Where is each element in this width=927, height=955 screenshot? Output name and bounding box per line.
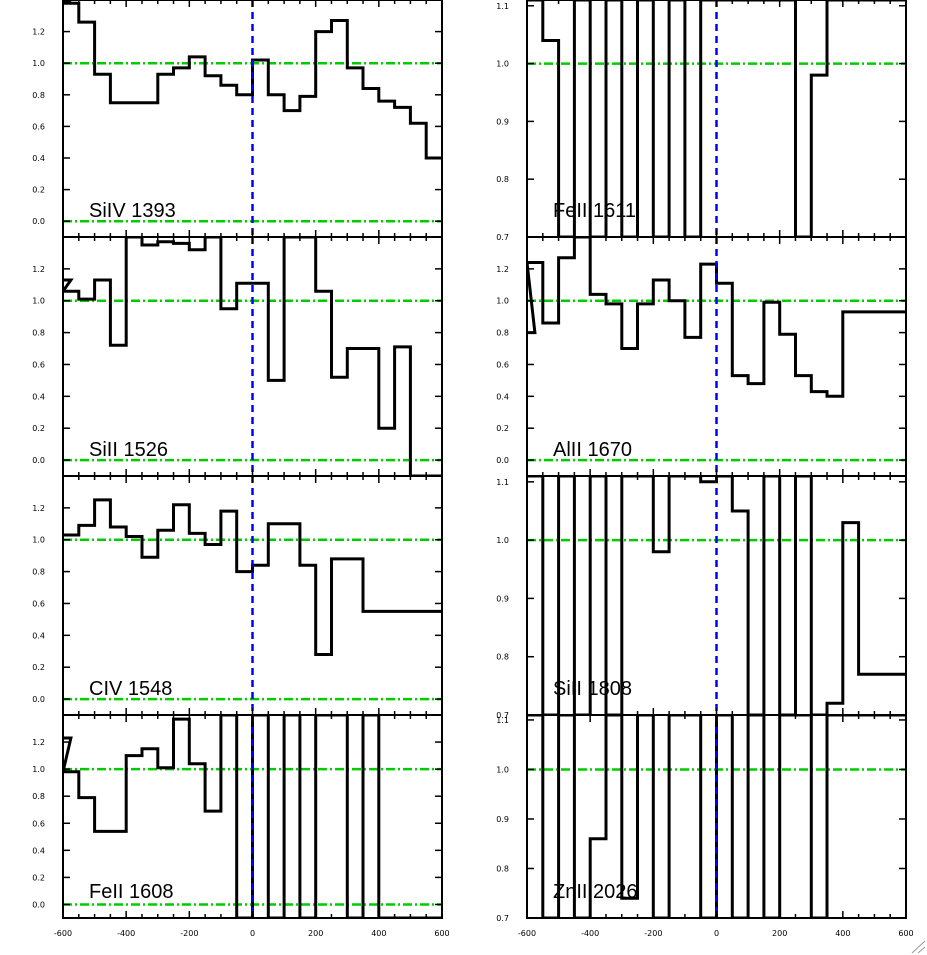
y-tick-label: 1.2 xyxy=(496,265,509,274)
resize-corner-mark xyxy=(911,940,926,954)
x-tick-label: -200 xyxy=(644,929,662,938)
y-tick-label: 0.4 xyxy=(32,154,45,163)
y-tick-label: 1.1 xyxy=(496,716,509,725)
panel-title: FeII 1608 xyxy=(89,881,174,903)
y-tick-label: 0.8 xyxy=(32,568,45,577)
y-tick-label: 0.2 xyxy=(496,424,509,433)
panel-znii-2026: 0.7 0.8 0.9 1.0 1.1 -600 -400 -200 0 200 400 600 ZnI… xyxy=(496,714,914,938)
y-tick-label: 1.0 xyxy=(32,765,45,774)
resize-corner-mark xyxy=(917,946,926,954)
panel-title: SiII 1526 xyxy=(89,439,168,461)
y-tick-label: 0.7 xyxy=(496,711,509,720)
panel-title: AlII 1670 xyxy=(553,439,632,461)
x-tick-label: -400 xyxy=(581,929,599,938)
y-tick-label: 0.4 xyxy=(496,392,509,401)
panel-title: SiIV 1393 xyxy=(89,200,176,222)
y-tick-label: 0.8 xyxy=(32,329,45,338)
y-tick-label: 0.8 xyxy=(32,91,45,100)
panel-feii-1611: 0.7 0.8 0.9 1.0 1.1 FeII 1611 xyxy=(496,0,907,242)
y-tick-label: 1.2 xyxy=(32,28,45,37)
y-tick-label: 1.0 xyxy=(496,297,509,306)
y-tick-label: 0.9 xyxy=(496,815,509,824)
y-tick-label: 0.6 xyxy=(32,122,45,131)
y-tick-label: 1.0 xyxy=(32,59,45,68)
x-tick-label: -400 xyxy=(117,929,135,938)
panel-title: ZnII 2026 xyxy=(553,881,638,903)
y-tick-label: 0.9 xyxy=(496,594,509,603)
spectrum-series xyxy=(63,498,442,656)
y-tick-label: 1.0 xyxy=(496,536,509,545)
y-tick-label: 0.8 xyxy=(32,792,45,801)
y-tick-label: 0.6 xyxy=(32,599,45,608)
panel-civ-1548: 0.0 0.2 0.4 0.6 0.8 1.0 1.2 CIV 1548 xyxy=(32,475,443,716)
y-tick-label: 0.4 xyxy=(32,392,45,401)
panel-title: SiII 1808 xyxy=(553,678,632,700)
y-tick-label: 0.4 xyxy=(32,846,45,855)
y-tick-label: 0.0 xyxy=(32,217,45,226)
x-tick-label: 400 xyxy=(835,929,850,938)
x-tick-label: 200 xyxy=(308,929,323,938)
y-tick-label: 0.7 xyxy=(496,914,509,923)
spectrum-series xyxy=(527,715,906,918)
y-tick-label: 1.1 xyxy=(496,478,509,487)
panel-siiv-1393: 0.0 0.2 0.4 0.6 0.8 1.0 1.2 SiIV 1393 xyxy=(32,0,443,238)
y-tick-label: 0.8 xyxy=(496,653,509,662)
y-tick-label: 0.6 xyxy=(32,819,45,828)
y-tick-label: 0.8 xyxy=(496,329,509,338)
y-tick-label: 1.0 xyxy=(496,60,509,69)
y-tick-label: 0.0 xyxy=(496,456,509,465)
y-tick-label: 0.0 xyxy=(32,456,45,465)
x-tick-label: 0 xyxy=(714,929,719,938)
x-tick-label: 400 xyxy=(371,929,386,938)
panel-siii-1526: 0.0 0.2 0.4 0.6 0.8 1.0 1.2 SiII 1526 xyxy=(32,236,443,477)
x-tick-label: 600 xyxy=(898,929,913,938)
spectrum-series xyxy=(527,237,906,398)
spectrum-series xyxy=(63,715,442,918)
y-tick-label: 1.2 xyxy=(32,738,45,747)
x-tick-label: 0 xyxy=(250,929,255,938)
panel-title: CIV 1548 xyxy=(89,678,172,700)
x-tick-label: 200 xyxy=(772,929,787,938)
spectrum-series xyxy=(63,237,442,476)
y-tick-label: 0.2 xyxy=(32,424,45,433)
x-tick-label: -200 xyxy=(180,929,198,938)
y-tick-label: 1.0 xyxy=(32,297,45,306)
spectrum-series xyxy=(527,0,906,237)
y-tick-label: 0.7 xyxy=(496,233,509,242)
y-tick-label: 0.6 xyxy=(496,360,509,369)
panel-title: FeII 1611 xyxy=(553,200,636,222)
y-tick-label: 0.2 xyxy=(32,186,45,195)
y-tick-label: 0.2 xyxy=(32,663,45,672)
x-tick-label: 600 xyxy=(434,929,449,938)
x-tick-label: -600 xyxy=(518,929,536,938)
y-tick-label: 1.0 xyxy=(496,765,509,774)
y-tick-label: 0.9 xyxy=(496,117,509,126)
y-tick-label: 1.2 xyxy=(32,265,45,274)
panel-alii-1670: 0.0 0.2 0.4 0.6 0.8 1.0 1.2 AlII 1670 xyxy=(496,236,907,477)
y-tick-label: 0.2 xyxy=(32,873,45,882)
x-tick-label: -600 xyxy=(54,929,72,938)
panel-siii-1808: 0.7 0.8 0.9 1.0 1.1 SiII 1808 xyxy=(496,475,907,720)
panel-feii-1608: 0.0 0.2 0.4 0.6 0.8 1.0 1.2 -600 -400 -200 0 200 400… xyxy=(32,714,450,938)
y-tick-label: 0.4 xyxy=(32,631,45,640)
y-tick-label: 0.6 xyxy=(32,360,45,369)
y-tick-label: 0.0 xyxy=(32,900,45,909)
y-tick-label: 0.8 xyxy=(496,175,509,184)
y-tick-label: 1.1 xyxy=(496,2,509,11)
y-tick-label: 1.0 xyxy=(32,536,45,545)
spectrum-series xyxy=(527,476,906,715)
y-tick-label: 1.2 xyxy=(32,504,45,513)
y-tick-label: 0.8 xyxy=(496,864,509,873)
y-tick-label: 0.0 xyxy=(32,695,45,704)
